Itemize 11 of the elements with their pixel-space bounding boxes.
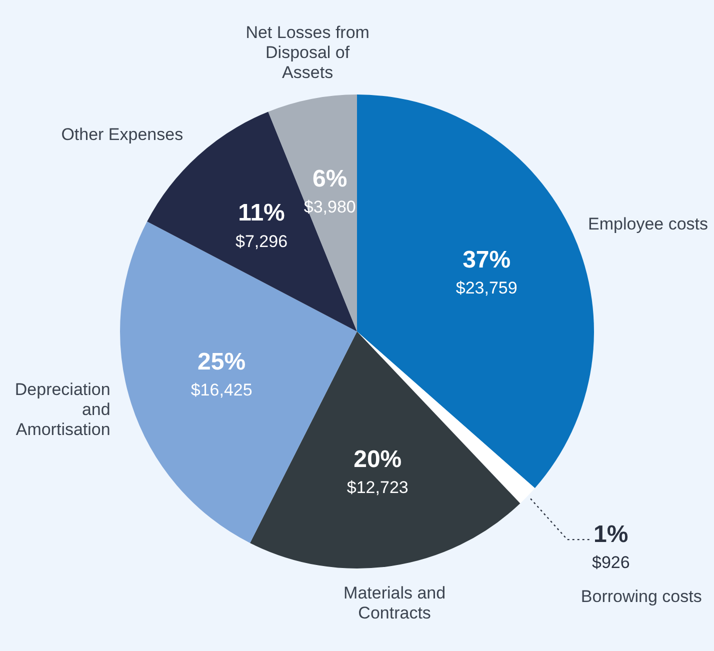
- slice-label: Borrowing costs: [580, 587, 702, 606]
- slice-label: Materials and Contracts: [344, 583, 446, 622]
- slice-label: Employee costs: [588, 214, 708, 234]
- data-label: 20% $12,723: [346, 446, 408, 497]
- slice-label: Depreciation and Amortisation: [14, 380, 110, 440]
- data-label: 11% $7,296: [236, 200, 288, 251]
- data-label: 1% $926: [592, 521, 630, 572]
- data-label: 25% $16,425: [190, 348, 252, 400]
- slice-label: Other Expenses: [61, 125, 184, 144]
- data-label: 37% $23,759: [456, 246, 518, 298]
- slice-label: Net Losses from Disposal of Assets: [246, 22, 370, 82]
